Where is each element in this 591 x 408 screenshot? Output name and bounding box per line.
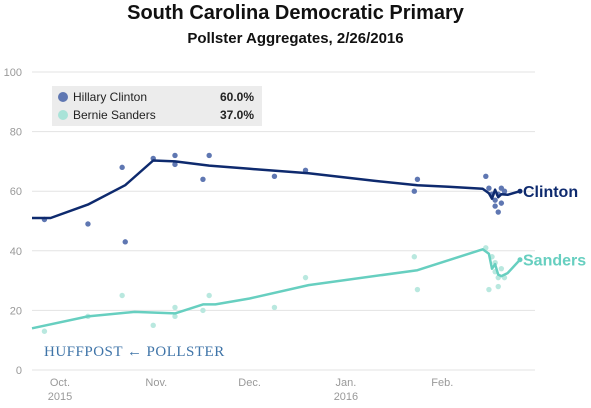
y-tick-label: 80 [10, 127, 22, 139]
poll-dot-sanders [414, 286, 421, 293]
poll-dot-clinton [486, 185, 492, 191]
poll-dot-sanders [200, 307, 206, 314]
series-end-labels: Clinton Sanders [523, 184, 586, 270]
y-tick-label: 40 [10, 246, 22, 258]
x-tick-label: Feb. [431, 377, 453, 389]
poll-dot-sanders [172, 304, 178, 311]
poll-dot-clinton [85, 221, 91, 227]
poll-dot-clinton [495, 209, 501, 215]
y-tick-label: 100 [4, 67, 22, 79]
poll-dot-sanders [486, 286, 492, 293]
y-tick-label: 0 [16, 365, 22, 377]
poll-dot-sanders [411, 254, 418, 260]
legend-swatch-sanders [58, 110, 68, 120]
poll-dots [41, 152, 508, 334]
poll-dot-clinton [200, 176, 206, 182]
legend-value-clinton: 60.0% [219, 90, 254, 104]
poll-dot-clinton [411, 188, 418, 194]
y-tick-label: 60 [10, 186, 22, 198]
x-tick-label: Oct. [50, 377, 70, 389]
x-tick-label: Jan. [336, 377, 357, 389]
chart-title: South Carolina Democratic Primary [127, 2, 464, 24]
poll-dot-sanders [172, 313, 178, 320]
watermark-right: POLLSTER [146, 344, 225, 360]
poll-dot-clinton [501, 188, 508, 194]
legend: Hillary Clinton 60.0% Bernie Sanders 37.… [52, 86, 262, 126]
poll-dot-sanders [495, 283, 501, 290]
poll-dot-clinton [271, 173, 278, 179]
series-label-clinton: Clinton [523, 184, 578, 201]
chart-subtitle: Pollster Aggregates, 2/26/2016 [187, 30, 404, 47]
trend-line-sanders [31, 248, 521, 330]
poll-dot-sanders [302, 274, 309, 281]
poll-dot-clinton [414, 176, 421, 182]
y-axis-ticks: 0 20 40 60 80 100 [4, 67, 22, 377]
trend-end-dot-clinton [517, 188, 523, 194]
trend-lines [31, 159, 523, 330]
poll-dot-clinton [483, 173, 489, 179]
poll-dot-sanders [41, 328, 48, 334]
series-label-sanders: Sanders [523, 253, 586, 270]
poll-dot-clinton [492, 203, 498, 209]
poll-dot-clinton [206, 152, 212, 159]
x-tick-sublabel: 2016 [334, 391, 358, 403]
legend-value-sanders: 37.0% [219, 108, 254, 122]
legend-name-sanders: Bernie Sanders [73, 108, 156, 122]
y-tick-label: 20 [10, 305, 22, 317]
poll-dot-sanders [498, 265, 505, 272]
poll-dot-sanders [271, 304, 278, 311]
trend-line-clinton [32, 159, 521, 220]
x-axis-ticks: Oct. 2015 Nov. Dec. Jan. 2016 Feb. [48, 377, 454, 403]
poll-dot-clinton [119, 164, 125, 171]
poll-dot-clinton [302, 167, 309, 174]
legend-item-clinton: Hillary Clinton 60.0% [58, 88, 258, 106]
poll-dot-sanders [206, 292, 212, 299]
huffpost-pollster-logo: HUFFPOST ← POLLSTER [44, 344, 225, 361]
x-tick-sublabel: 2015 [48, 391, 72, 403]
poll-dot-clinton [122, 239, 128, 245]
poll-dot-sanders [119, 292, 125, 299]
poll-dot-clinton [498, 200, 505, 206]
legend-item-sanders: Bernie Sanders 37.0% [58, 106, 258, 124]
check-icon: ← [127, 344, 143, 360]
poll-dot-clinton [172, 152, 178, 159]
poll-dot-clinton [492, 197, 498, 203]
trend-end-dot-sanders [517, 257, 523, 263]
watermark-left: HUFFPOST [44, 344, 124, 360]
poll-dot-clinton [172, 161, 178, 168]
legend-name-clinton: Hillary Clinton [73, 90, 148, 104]
x-tick-label: Nov. [145, 377, 167, 389]
legend-swatch-clinton [58, 92, 68, 102]
x-tick-label: Dec. [238, 377, 261, 389]
poll-dot-sanders [150, 322, 156, 328]
